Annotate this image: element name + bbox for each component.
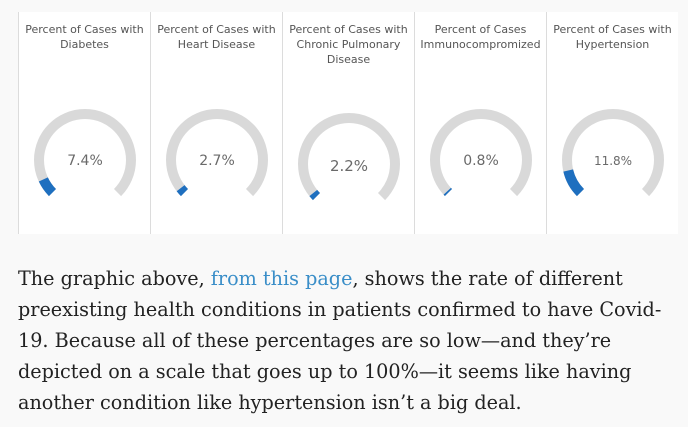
gauge-card-immunocompromized: Percent of Cases Immunocompromized 0.8% [414, 12, 546, 234]
gauge-title: Percent of Cases with Hypertension [553, 23, 672, 51]
gauge-card-pulmonary: Percent of Cases with Chronic Pulmonary … [282, 12, 414, 234]
article-paragraph: The graphic above, from this page, shows… [18, 263, 680, 418]
gauge-hypertension: 11.8% [562, 109, 664, 197]
gauge-card-heart-disease: Percent of Cases with Heart Disease 2.7% [150, 12, 282, 234]
gauge-value-label: 0.8% [463, 153, 499, 169]
gauge-title: Percent of Cases with Chronic Pulmonary … [289, 23, 408, 66]
gauge-card-diabetes: Percent of Cases with Diabetes 7.4% [18, 12, 150, 234]
gauge-diabetes: 7.4% [34, 109, 136, 197]
gauge-immunocompromized: 0.8% [430, 109, 532, 197]
gauge-value-label: 2.7% [199, 153, 235, 169]
article-text-after: , shows the rate of different preexistin… [18, 267, 662, 414]
gauge-fill [309, 189, 321, 201]
gauge-track [298, 113, 400, 201]
gauge-card-hypertension: Percent of Cases with Hypertension 11.8% [546, 12, 678, 234]
gauge-track [34, 109, 136, 197]
source-page-link[interactable]: from this page [210, 267, 353, 290]
gauge-fill [443, 187, 453, 197]
gauge-title: Percent of Cases with Heart Disease [157, 23, 276, 51]
gauge-track [562, 109, 664, 197]
gauge-fill [176, 185, 189, 197]
gauge-title: Percent of Cases Immunocompromized [420, 23, 541, 51]
gauge-fill [38, 177, 57, 197]
gauge-value-label: 11.8% [594, 154, 632, 168]
gauge-panel: Percent of Cases with Diabetes 7.4% Perc… [18, 12, 678, 234]
gauge-fill [563, 169, 585, 197]
article-text-before: The graphic above, [18, 267, 211, 290]
gauge-value-label: 7.4% [67, 153, 103, 169]
gauge-heart-disease: 2.7% [166, 109, 268, 197]
gauge-track [430, 109, 532, 197]
gauge-pulmonary: 2.2% [298, 113, 400, 201]
gauge-track [166, 109, 268, 197]
gauge-value-label: 2.2% [330, 157, 368, 175]
gauge-title: Percent of Cases with Diabetes [25, 23, 144, 51]
